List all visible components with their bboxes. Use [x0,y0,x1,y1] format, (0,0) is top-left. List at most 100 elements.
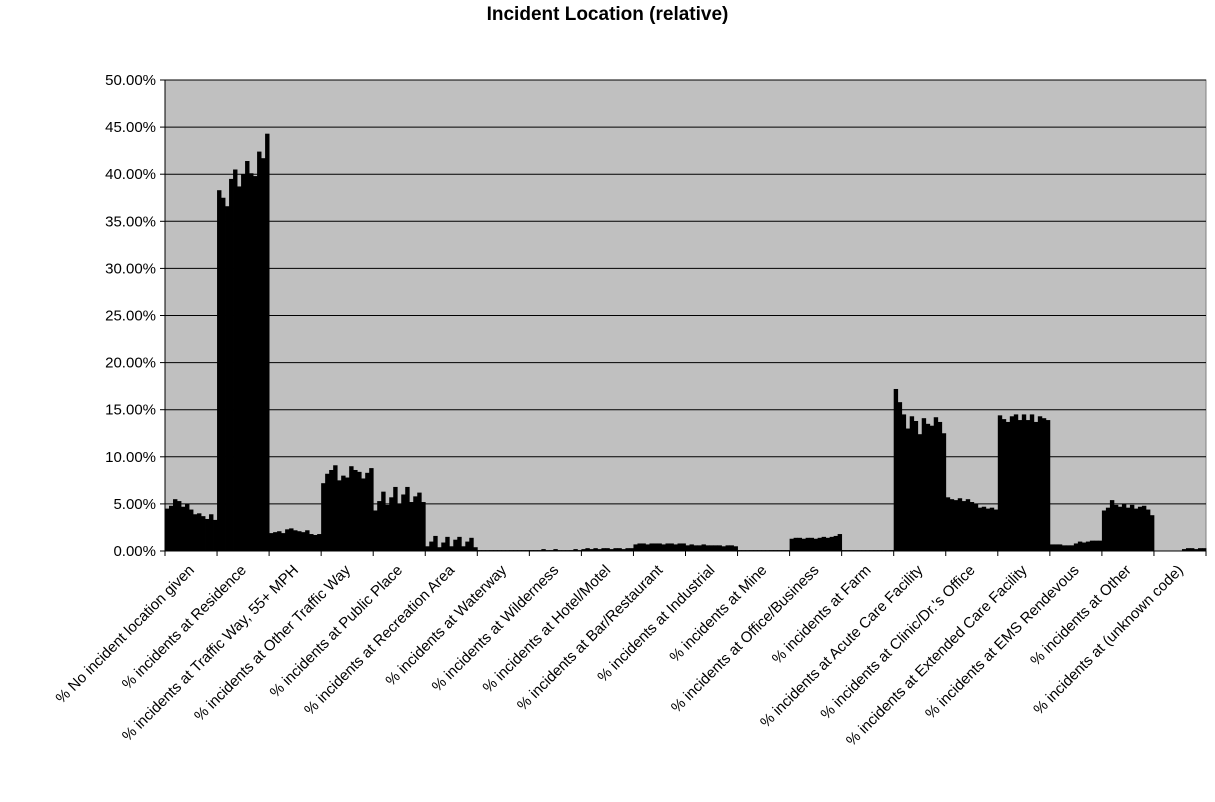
bar [1073,543,1079,551]
bar [613,548,618,551]
bar [281,533,286,551]
bar [641,543,646,551]
bar [965,499,971,551]
bar [1021,414,1027,551]
bar [1125,507,1131,551]
bar [1189,548,1195,551]
bar [193,514,198,551]
bar [637,543,642,551]
bar [805,537,811,551]
bar [305,530,310,551]
bar [1101,510,1107,551]
bar [233,169,238,552]
bar [221,197,226,551]
bar [337,480,342,551]
bar [373,510,378,551]
bar [177,501,182,551]
bar [1105,507,1111,551]
bar [1077,541,1083,551]
bar [165,508,170,551]
bar [405,486,410,551]
bar [225,206,230,552]
bar [949,499,955,551]
bar [1093,540,1099,551]
bar [701,544,706,551]
bar [1041,418,1047,551]
bar [993,509,999,551]
bar [1141,505,1147,551]
bar [645,544,650,551]
bar [181,506,186,551]
bar [793,537,798,551]
bar [821,536,827,551]
bar [1029,414,1035,551]
bar [369,468,374,551]
bar [789,538,794,551]
bar [381,491,386,551]
bar [1133,508,1139,551]
bar [461,546,466,551]
bar [417,492,422,551]
bar [917,434,923,551]
bar [1113,504,1119,551]
bar [1202,548,1207,551]
bar [629,548,634,551]
bar [229,178,234,551]
bar [217,190,222,551]
bar [909,416,915,551]
bar [901,414,907,551]
y-tick-label: 50.00% [105,72,156,89]
bar [697,545,702,551]
bar [617,548,622,551]
bar [933,417,939,551]
bar [465,541,470,551]
y-tick-label: 25.00% [105,308,156,325]
bar [261,158,266,551]
bar [1033,421,1039,551]
y-tick-labels: 0.00% 5.00% 10.00% 15.00% 20.00% 25.00% 30.00%… [105,72,156,560]
bar [669,543,674,551]
bar [401,494,406,551]
bar [277,531,282,551]
bar [1121,503,1127,551]
bar [829,536,835,551]
bar [961,501,967,551]
bar [213,519,218,551]
bar [989,507,995,551]
bar [593,548,598,551]
bar [693,545,698,551]
bar [801,538,807,551]
bar [621,549,626,551]
bar [393,486,398,551]
bar [1069,545,1075,551]
x-tick-labels: % No incident location given% incidents … [53,561,1187,749]
bar [297,531,302,551]
bar [357,471,362,551]
bar [657,543,662,551]
bar [309,534,314,551]
bar [913,421,919,551]
y-tick-label: 45.00% [105,119,156,136]
bar [449,546,454,551]
x-tick-label: % incidents at Mine [666,562,770,666]
bar [585,548,590,551]
bar [713,545,718,551]
bar [725,545,730,551]
bar [1001,419,1007,551]
bar [349,466,354,551]
bar [241,174,246,551]
bar [453,539,458,551]
bar [249,173,254,551]
bar [1085,541,1091,551]
bar [457,536,462,551]
bar [441,542,446,551]
bar [1057,544,1063,551]
bar [1109,500,1115,551]
bar [1005,421,1011,551]
bar [797,537,803,551]
bar [425,546,430,551]
bar [589,549,594,551]
bar [333,465,338,551]
bar [837,534,843,551]
